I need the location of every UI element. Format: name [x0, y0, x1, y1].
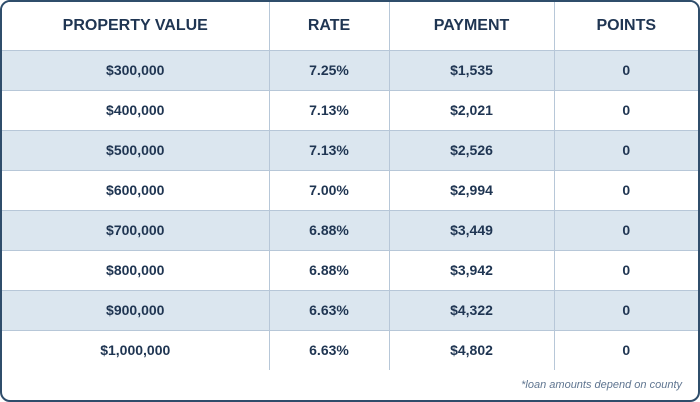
cell-rate: 6.63%: [269, 330, 390, 370]
table-header-row: PROPERTY VALUE RATE PAYMENT POINTS: [2, 2, 698, 51]
cell-payment: $3,942: [389, 250, 555, 291]
cell-rate: 7.00%: [269, 170, 390, 211]
cell-rate: 7.13%: [269, 130, 390, 171]
cell-payment: $2,526: [389, 130, 555, 171]
cell-points: 0: [554, 50, 698, 91]
header-points: POINTS: [554, 2, 698, 51]
cell-points: 0: [554, 250, 698, 291]
cell-rate: 7.25%: [269, 50, 390, 91]
footnote: *loan amounts depend on county: [521, 379, 682, 391]
cell-property-value: $700,000: [2, 210, 270, 251]
cell-property-value: $900,000: [2, 290, 270, 331]
table-row: $800,000 6.88% $3,942 0: [2, 250, 698, 291]
cell-payment: $2,021: [389, 90, 555, 131]
table-row: $700,000 6.88% $3,449 0: [2, 210, 698, 251]
cell-property-value: $1,000,000: [2, 330, 270, 370]
table-row: $300,000 7.25% $1,535 0: [2, 50, 698, 91]
cell-payment: $4,322: [389, 290, 555, 331]
cell-points: 0: [554, 210, 698, 251]
cell-payment: $4,802: [389, 330, 555, 370]
table-row: $500,000 7.13% $2,526 0: [2, 130, 698, 171]
cell-property-value: $500,000: [2, 130, 270, 171]
cell-points: 0: [554, 290, 698, 331]
cell-points: 0: [622, 342, 631, 359]
table-row: $400,000 7.13% $2,021 0: [2, 90, 698, 131]
cell-points: 0: [554, 90, 698, 131]
cell-payment: $1,535: [389, 50, 555, 91]
table-row: $1,000,000 6.63% $4,802 0: [2, 330, 698, 370]
header-payment: PAYMENT: [389, 2, 555, 51]
cell-rate: 6.88%: [269, 210, 390, 251]
rate-table: PROPERTY VALUE RATE PAYMENT POINTS $300,…: [2, 2, 698, 370]
table-row: $900,000 6.63% $4,322 0: [2, 290, 698, 331]
cell-property-value: $600,000: [2, 170, 270, 211]
cell-points: 0: [554, 170, 698, 211]
cell-points: 0: [554, 130, 698, 171]
cell-property-value: $300,000: [2, 50, 270, 91]
cell-payment: $2,994: [389, 170, 555, 211]
cell-property-value: $800,000: [2, 250, 270, 291]
cell-rate: 7.13%: [269, 90, 390, 131]
table-row: $600,000 7.00% $2,994 0: [2, 170, 698, 211]
cell-rate: 6.88%: [269, 250, 390, 291]
cell-rate: 6.63%: [269, 290, 390, 331]
cell-payment: $3,449: [389, 210, 555, 251]
header-property-value: PROPERTY VALUE: [2, 2, 270, 51]
cell-property-value: $400,000: [2, 90, 270, 131]
header-rate: RATE: [269, 2, 390, 51]
